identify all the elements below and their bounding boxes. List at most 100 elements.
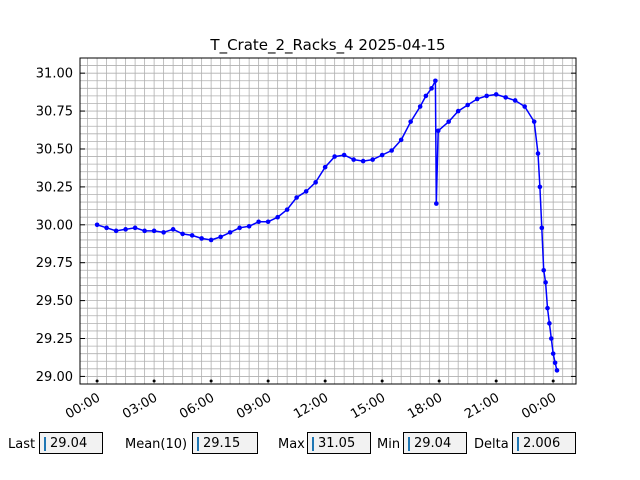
data-point: [408, 119, 413, 124]
data-point: [539, 225, 545, 231]
data-point: [554, 368, 560, 373]
data-point: [455, 108, 461, 114]
data-point: [142, 228, 147, 234]
delta-label: Delta: [474, 437, 509, 452]
data-point: [313, 180, 318, 185]
y-tick-label: 30.75: [36, 105, 73, 120]
data-point: [351, 157, 356, 162]
y-tick-label: 29.50: [36, 294, 73, 309]
data-point: [132, 225, 138, 231]
y-tick-label: 30.00: [36, 218, 73, 233]
data-point: [303, 189, 309, 194]
x-tick: [323, 379, 327, 383]
data-point: [550, 351, 556, 356]
data-point: [332, 154, 337, 159]
grid: [80, 57, 576, 384]
data-point: [547, 321, 552, 326]
data-point: [246, 224, 252, 229]
y-axis: 29.00 29.25 29.50 29.75 30.00 30.25 30.50 30.75…: [36, 67, 576, 385]
data-point: [433, 78, 438, 84]
data-point: [512, 98, 518, 103]
data-point: [113, 228, 119, 234]
data-point: [552, 360, 558, 366]
last-value-field[interactable]: 29.04: [39, 432, 103, 454]
series-points: [94, 78, 560, 373]
x-tick: [494, 379, 498, 383]
data-point: [535, 151, 541, 156]
data-point: [423, 93, 429, 99]
y-tick-label: 30.50: [36, 142, 73, 157]
data-point: [417, 104, 423, 109]
data-point: [537, 184, 543, 190]
y-tick-label: 29.25: [36, 332, 73, 347]
series-polyline: [96, 80, 558, 371]
mean-value: 29.15: [203, 436, 241, 451]
data-point: [493, 92, 499, 97]
y-tick-label: 29.00: [36, 370, 73, 385]
data-point: [322, 164, 328, 170]
x-axis: 00:00 03:00 06:00 09:00 12:00 15:00 18:00 21:00…: [63, 379, 559, 422]
data-point: [275, 214, 280, 220]
y-tick-label: 29.75: [36, 256, 73, 271]
data-point: [360, 158, 366, 164]
data-point: [435, 128, 441, 134]
data-point: [434, 201, 439, 206]
data-point: [474, 96, 480, 102]
data-point: [189, 233, 195, 238]
max-value: 31.05: [318, 436, 356, 451]
line-chart: T_Crate_2_Racks_4 2025-04-15 29.0029.252…: [36, 36, 577, 422]
data-point: [398, 137, 404, 143]
x-tick-label: 21:00: [462, 390, 502, 422]
y-tick-label: 30.25: [36, 180, 73, 195]
x-tick-label: 09:00: [234, 390, 274, 422]
plot-frame: [79, 57, 577, 385]
data-point: [294, 195, 299, 200]
mean-value-field[interactable]: 29.15: [192, 432, 258, 454]
data-point: [284, 207, 290, 212]
data-point: [265, 219, 271, 225]
data-point: [548, 336, 554, 341]
data-point: [503, 95, 508, 100]
data-point: [227, 230, 233, 235]
x-tick: [152, 379, 156, 383]
x-tick-label: 15:00: [348, 390, 388, 422]
data-point: [94, 222, 100, 228]
data-point: [531, 119, 537, 124]
min-label: Min: [377, 437, 401, 452]
data-point: [208, 237, 214, 243]
data-point: [541, 267, 546, 273]
y-tick-label: 31.00: [36, 67, 73, 82]
data-point: [429, 86, 434, 91]
data-point: [123, 227, 128, 232]
x-tick-label: 06:00: [177, 390, 217, 422]
data-point: [465, 102, 470, 108]
data-point: [379, 152, 385, 158]
x-tick: [95, 379, 99, 383]
data-point: [256, 219, 261, 225]
min-value: 29.04: [414, 436, 452, 451]
data-point: [543, 280, 548, 285]
data-point: [218, 234, 223, 240]
x-tick-label: 03:00: [120, 390, 160, 422]
max-label: Max: [278, 437, 305, 452]
x-tick: [380, 379, 384, 383]
data-point: [199, 236, 204, 241]
data-point: [522, 104, 527, 109]
x-tick-label: 12:00: [291, 390, 331, 422]
x-tick-label: 00:00: [519, 390, 559, 422]
data-point: [151, 228, 157, 234]
min-value-field[interactable]: 29.04: [403, 432, 467, 454]
x-tick: [266, 379, 270, 383]
x-tick-label: 18:00: [405, 390, 445, 422]
data-point: [484, 93, 489, 99]
last-label: Last: [8, 437, 36, 452]
series-line: [96, 80, 558, 371]
last-value: 29.04: [50, 436, 88, 451]
max-value-field[interactable]: 31.05: [307, 432, 371, 454]
data-point: [170, 227, 176, 232]
data-point: [341, 152, 347, 158]
data-point: [370, 157, 375, 162]
x-tick: [551, 379, 555, 383]
delta-value-field[interactable]: 2.006: [512, 432, 576, 454]
mean-label: Mean(10): [125, 437, 188, 452]
